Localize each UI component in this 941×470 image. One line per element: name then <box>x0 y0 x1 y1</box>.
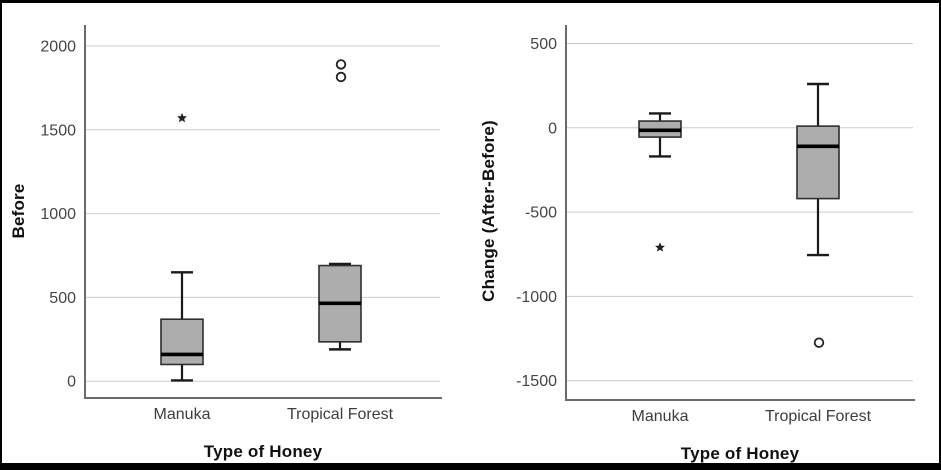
y-tick-label: 0 <box>548 120 557 137</box>
category-label-tropical-forest-left: Tropical Forest <box>286 406 394 423</box>
y-axis-title-change: Change (After-Before) <box>479 120 498 302</box>
outlier-star-icon <box>655 242 665 252</box>
outlier-circle-icon <box>335 59 347 70</box>
iqr-box <box>160 318 204 366</box>
y-tick-label: 500 <box>49 290 76 307</box>
y-tick-label: -500 <box>525 205 557 222</box>
outlier-circle-icon <box>335 71 347 83</box>
outlier-star-icon <box>177 112 187 123</box>
outlier-circle-icon <box>813 337 825 348</box>
x-axis-title-left: Type of Honey <box>203 442 323 461</box>
y-tick-label: 500 <box>530 36 557 53</box>
iqr-box <box>796 125 840 200</box>
y-tick-label: 1500 <box>40 122 76 139</box>
y-tick-label: 0 <box>67 374 76 391</box>
category-label-manuka-left: Manuka <box>153 406 211 423</box>
y-tick-label: 2000 <box>40 38 76 55</box>
y-tick-label: -1000 <box>516 289 557 306</box>
y-axis-title-before: Before <box>9 183 28 239</box>
plots-svg: 0 500 1000 1500 2000 500 0 -500 -1000 -1500 <box>40 25 915 401</box>
category-label-tropical-forest-right: Tropical Forest <box>764 408 872 425</box>
y-tick-label: 1000 <box>40 206 76 223</box>
y-tick-label: -1500 <box>516 373 557 390</box>
x-axis-title-right: Type of Honey <box>680 444 800 463</box>
category-label-manuka-right: Manuka <box>631 408 689 425</box>
